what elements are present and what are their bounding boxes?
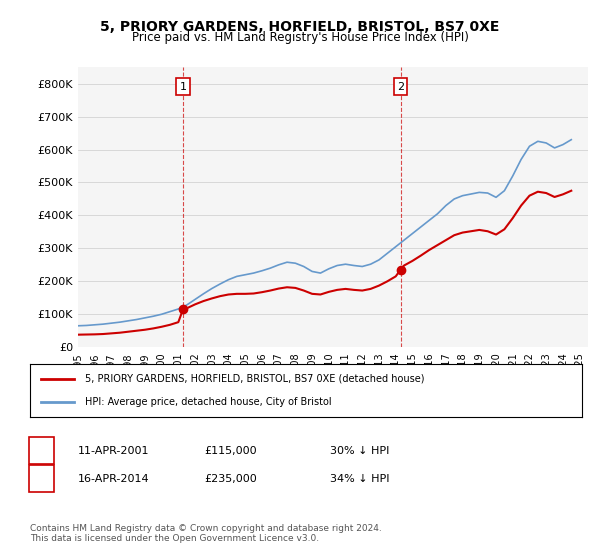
Text: £235,000: £235,000 bbox=[204, 474, 257, 484]
Text: £115,000: £115,000 bbox=[204, 446, 257, 456]
Text: 1: 1 bbox=[179, 82, 187, 92]
Text: 16-APR-2014: 16-APR-2014 bbox=[78, 474, 149, 484]
Text: 34% ↓ HPI: 34% ↓ HPI bbox=[330, 474, 389, 484]
Text: 5, PRIORY GARDENS, HORFIELD, BRISTOL, BS7 0XE: 5, PRIORY GARDENS, HORFIELD, BRISTOL, BS… bbox=[100, 20, 500, 34]
Text: 5, PRIORY GARDENS, HORFIELD, BRISTOL, BS7 0XE (detached house): 5, PRIORY GARDENS, HORFIELD, BRISTOL, BS… bbox=[85, 374, 425, 384]
Text: 1: 1 bbox=[38, 446, 45, 456]
Text: 11-APR-2001: 11-APR-2001 bbox=[78, 446, 149, 456]
Text: Contains HM Land Registry data © Crown copyright and database right 2024.
This d: Contains HM Land Registry data © Crown c… bbox=[30, 524, 382, 543]
Text: 2: 2 bbox=[397, 82, 404, 92]
Text: 2: 2 bbox=[38, 474, 45, 484]
Text: Price paid vs. HM Land Registry's House Price Index (HPI): Price paid vs. HM Land Registry's House … bbox=[131, 31, 469, 44]
Text: HPI: Average price, detached house, City of Bristol: HPI: Average price, detached house, City… bbox=[85, 397, 332, 407]
Text: 30% ↓ HPI: 30% ↓ HPI bbox=[330, 446, 389, 456]
